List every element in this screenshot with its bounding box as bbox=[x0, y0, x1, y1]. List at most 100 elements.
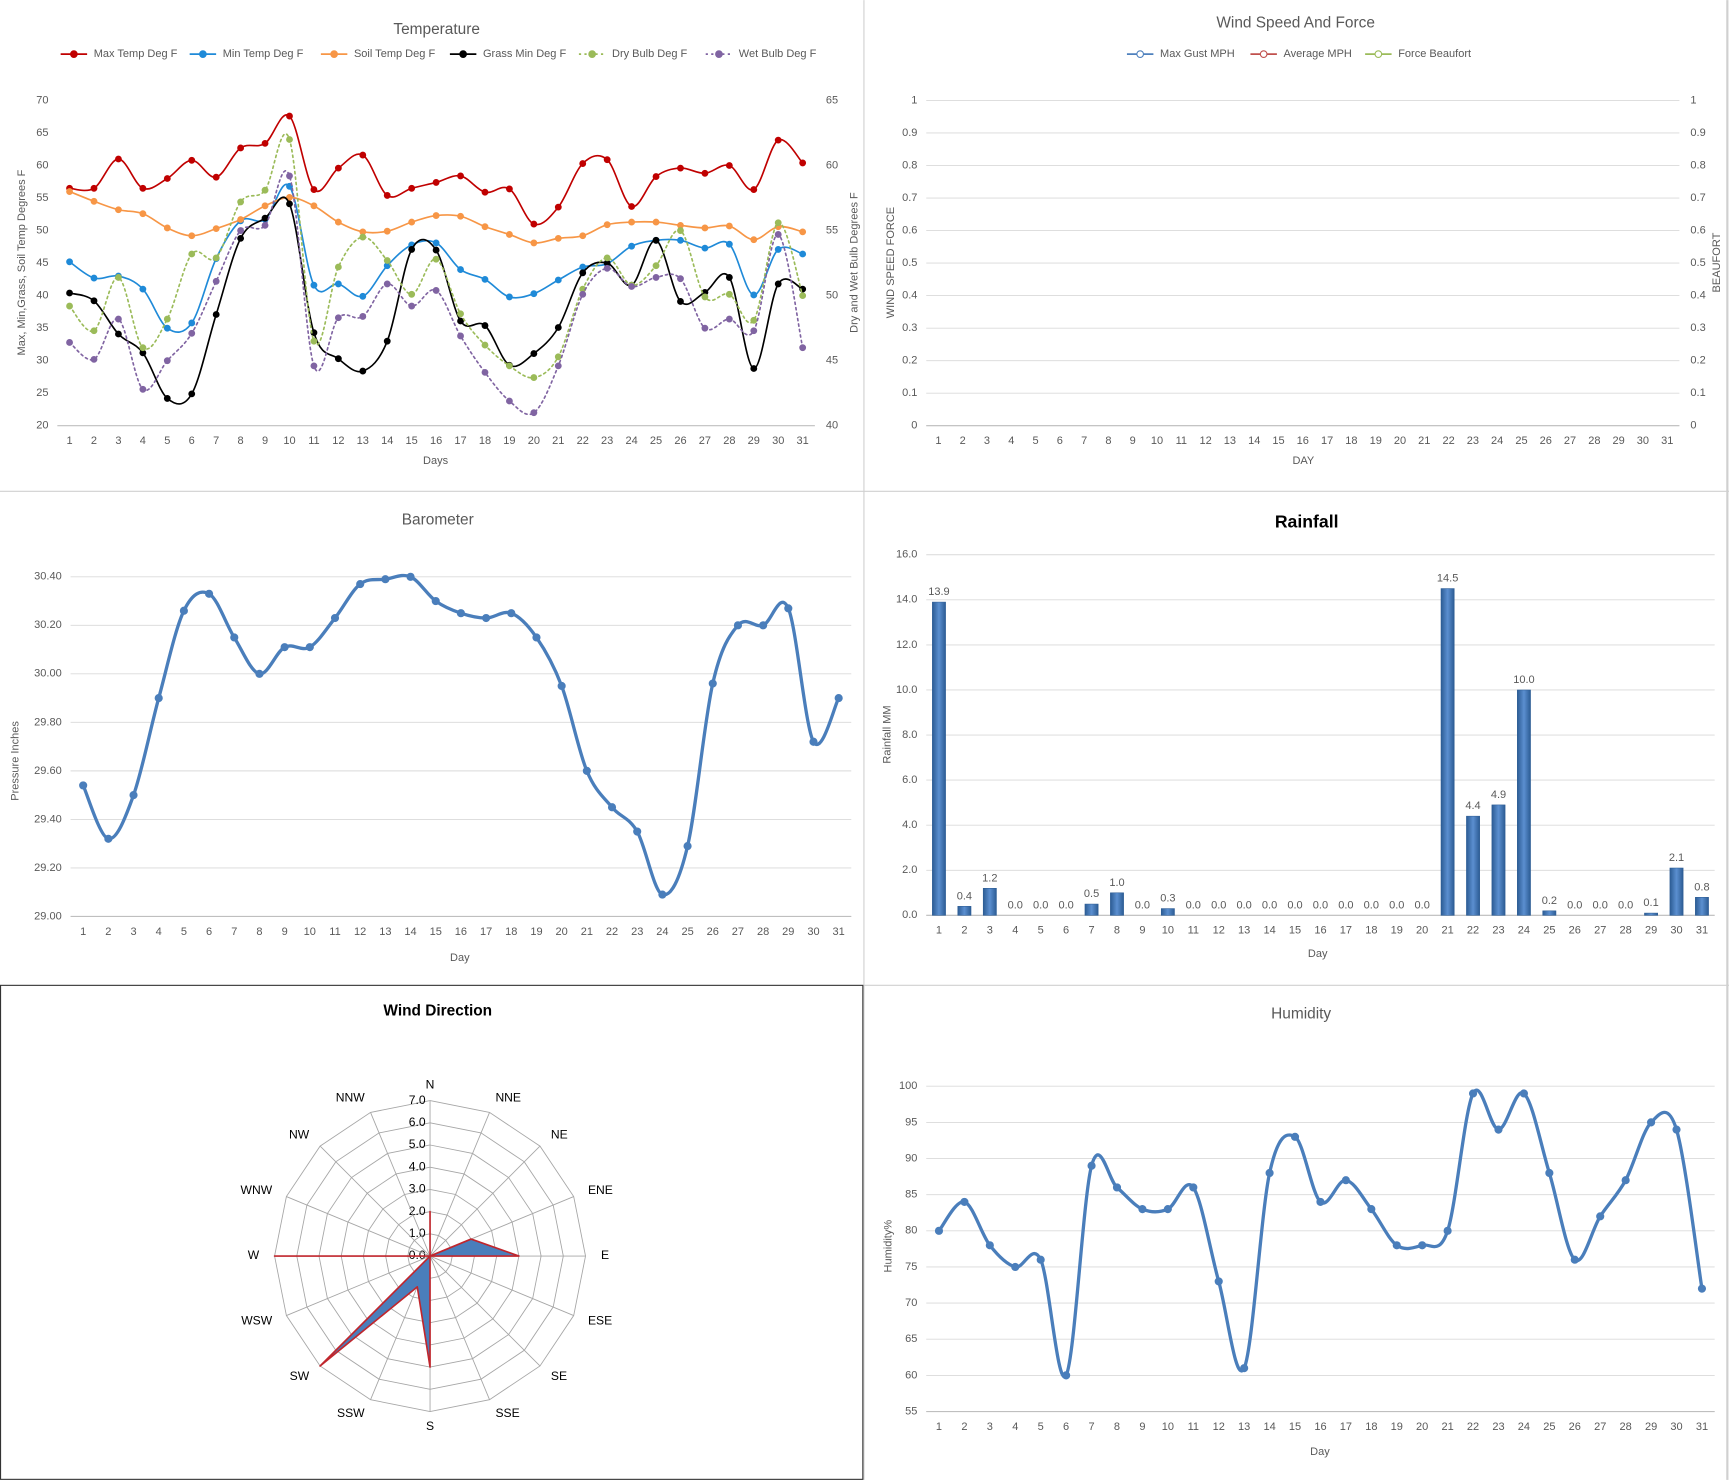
data-point bbox=[90, 327, 98, 335]
x-tick-label: 11 bbox=[1176, 435, 1187, 447]
data-point bbox=[603, 254, 611, 262]
data-point bbox=[677, 275, 684, 283]
x-tick-label: 19 bbox=[1391, 925, 1403, 937]
x-tick-label: 6 bbox=[1057, 435, 1063, 447]
x-tick-label: 17 bbox=[454, 435, 466, 447]
y-tick-label: 8.0 bbox=[902, 729, 917, 741]
y2-tick-label: 1 bbox=[1690, 94, 1696, 106]
x-tick-label: 19 bbox=[530, 926, 542, 938]
x-tick-label: 31 bbox=[1696, 1421, 1708, 1433]
data-point bbox=[212, 173, 220, 181]
data-point bbox=[188, 319, 196, 327]
y-tick-label: 95 bbox=[905, 1116, 917, 1128]
x-tick-label: 1 bbox=[80, 926, 86, 938]
data-point bbox=[579, 160, 587, 167]
y-tick-label: 30 bbox=[36, 355, 48, 367]
legend-label: Max Temp Deg F bbox=[94, 48, 178, 60]
data-point bbox=[286, 136, 293, 143]
x-tick-label: 26 bbox=[1569, 925, 1581, 937]
data-point bbox=[481, 188, 489, 196]
radar-tick-label: 6.0 bbox=[409, 1115, 426, 1129]
x-tick-label: 8 bbox=[238, 435, 244, 447]
x-tick-label: 16 bbox=[1314, 925, 1326, 937]
data-point bbox=[280, 643, 289, 652]
x-tick-label: 20 bbox=[556, 926, 568, 938]
x-tick-label: 4 bbox=[1008, 435, 1014, 447]
x-tick-label: 9 bbox=[1139, 925, 1145, 937]
y2-tick-label: 0.2 bbox=[1690, 355, 1705, 367]
data-point bbox=[261, 202, 269, 210]
x-tick-label: 30 bbox=[807, 926, 819, 938]
direction-label: NNW bbox=[336, 1090, 365, 1104]
legend-marker bbox=[330, 50, 338, 58]
data-point bbox=[960, 1197, 969, 1206]
direction-label: ENE bbox=[588, 1183, 613, 1197]
data-point bbox=[1189, 1183, 1198, 1192]
x-tick-label: 25 bbox=[681, 926, 693, 938]
x-tick-label: 18 bbox=[479, 435, 491, 447]
y2-tick-label: 0.8 bbox=[1690, 159, 1705, 171]
radar-spoke bbox=[286, 1196, 431, 1257]
data-point bbox=[66, 302, 73, 310]
legend-label: Force Beaufort bbox=[1398, 48, 1471, 60]
value-label: 0.0 bbox=[1364, 899, 1379, 911]
data-point bbox=[205, 589, 214, 598]
data-point bbox=[579, 269, 587, 277]
y2-axis-label: BEAUFORT bbox=[1711, 232, 1723, 292]
x-tick-label: 27 bbox=[1594, 925, 1606, 937]
x-axis-label: Day bbox=[1310, 1446, 1330, 1458]
data-point bbox=[381, 575, 390, 584]
data-point bbox=[774, 280, 782, 288]
radar-spoke bbox=[429, 1255, 490, 1400]
x-axis-label: Day bbox=[1308, 948, 1328, 960]
x-tick-label: 17 bbox=[1340, 925, 1352, 937]
data-point bbox=[90, 274, 98, 282]
x-tick-label: 14 bbox=[1263, 925, 1275, 937]
x-tick-label: 5 bbox=[1038, 925, 1044, 937]
x-tick-label: 6 bbox=[206, 926, 212, 938]
y2-tick-label: 50 bbox=[826, 290, 838, 302]
data-point bbox=[115, 273, 122, 281]
data-point bbox=[163, 324, 171, 332]
legend-label: Grass Min Deg F bbox=[483, 48, 567, 60]
data-point bbox=[652, 218, 660, 226]
bar bbox=[1440, 588, 1455, 916]
value-label: 0.0 bbox=[1287, 899, 1302, 911]
radar-tick-label: 7.0 bbox=[409, 1093, 426, 1107]
chart-title: Barometer bbox=[402, 512, 474, 529]
data-point bbox=[750, 316, 758, 324]
data-point bbox=[733, 621, 743, 630]
x-tick-label: 13 bbox=[1224, 435, 1236, 447]
y-tick-label: 29.20 bbox=[34, 862, 62, 874]
data-point bbox=[677, 164, 684, 172]
x-tick-label: 28 bbox=[757, 926, 769, 938]
data-point bbox=[383, 257, 391, 264]
data-point bbox=[530, 239, 538, 247]
value-label: 2.1 bbox=[1669, 852, 1684, 864]
legend-label: Wet Bulb Deg F bbox=[739, 48, 817, 60]
legend-label: Soil Temp Deg F bbox=[354, 48, 435, 60]
x-tick-label: 18 bbox=[505, 926, 517, 938]
data-point bbox=[506, 397, 513, 405]
data-point bbox=[334, 164, 342, 172]
x-tick-label: 12 bbox=[332, 435, 344, 447]
data-point bbox=[188, 232, 196, 240]
value-label: 0.0 bbox=[1135, 899, 1150, 911]
data-point bbox=[359, 367, 367, 375]
data-point bbox=[1163, 1205, 1172, 1214]
y-tick-label: 0.5 bbox=[902, 257, 917, 269]
data-point bbox=[784, 604, 793, 613]
y-tick-label: 25 bbox=[36, 387, 48, 399]
value-label: 10.0 bbox=[1513, 674, 1534, 686]
data-point bbox=[286, 193, 293, 201]
data-point bbox=[310, 362, 318, 370]
data-point bbox=[432, 179, 440, 186]
data-point bbox=[530, 350, 538, 357]
x-tick-label: 29 bbox=[782, 926, 794, 938]
data-point bbox=[163, 175, 171, 182]
x-tick-label: 30 bbox=[1670, 925, 1682, 937]
y-tick-label: 100 bbox=[899, 1080, 917, 1092]
x-tick-label: 22 bbox=[606, 926, 618, 938]
data-point bbox=[383, 192, 391, 199]
x-tick-label: 21 bbox=[1441, 925, 1453, 937]
